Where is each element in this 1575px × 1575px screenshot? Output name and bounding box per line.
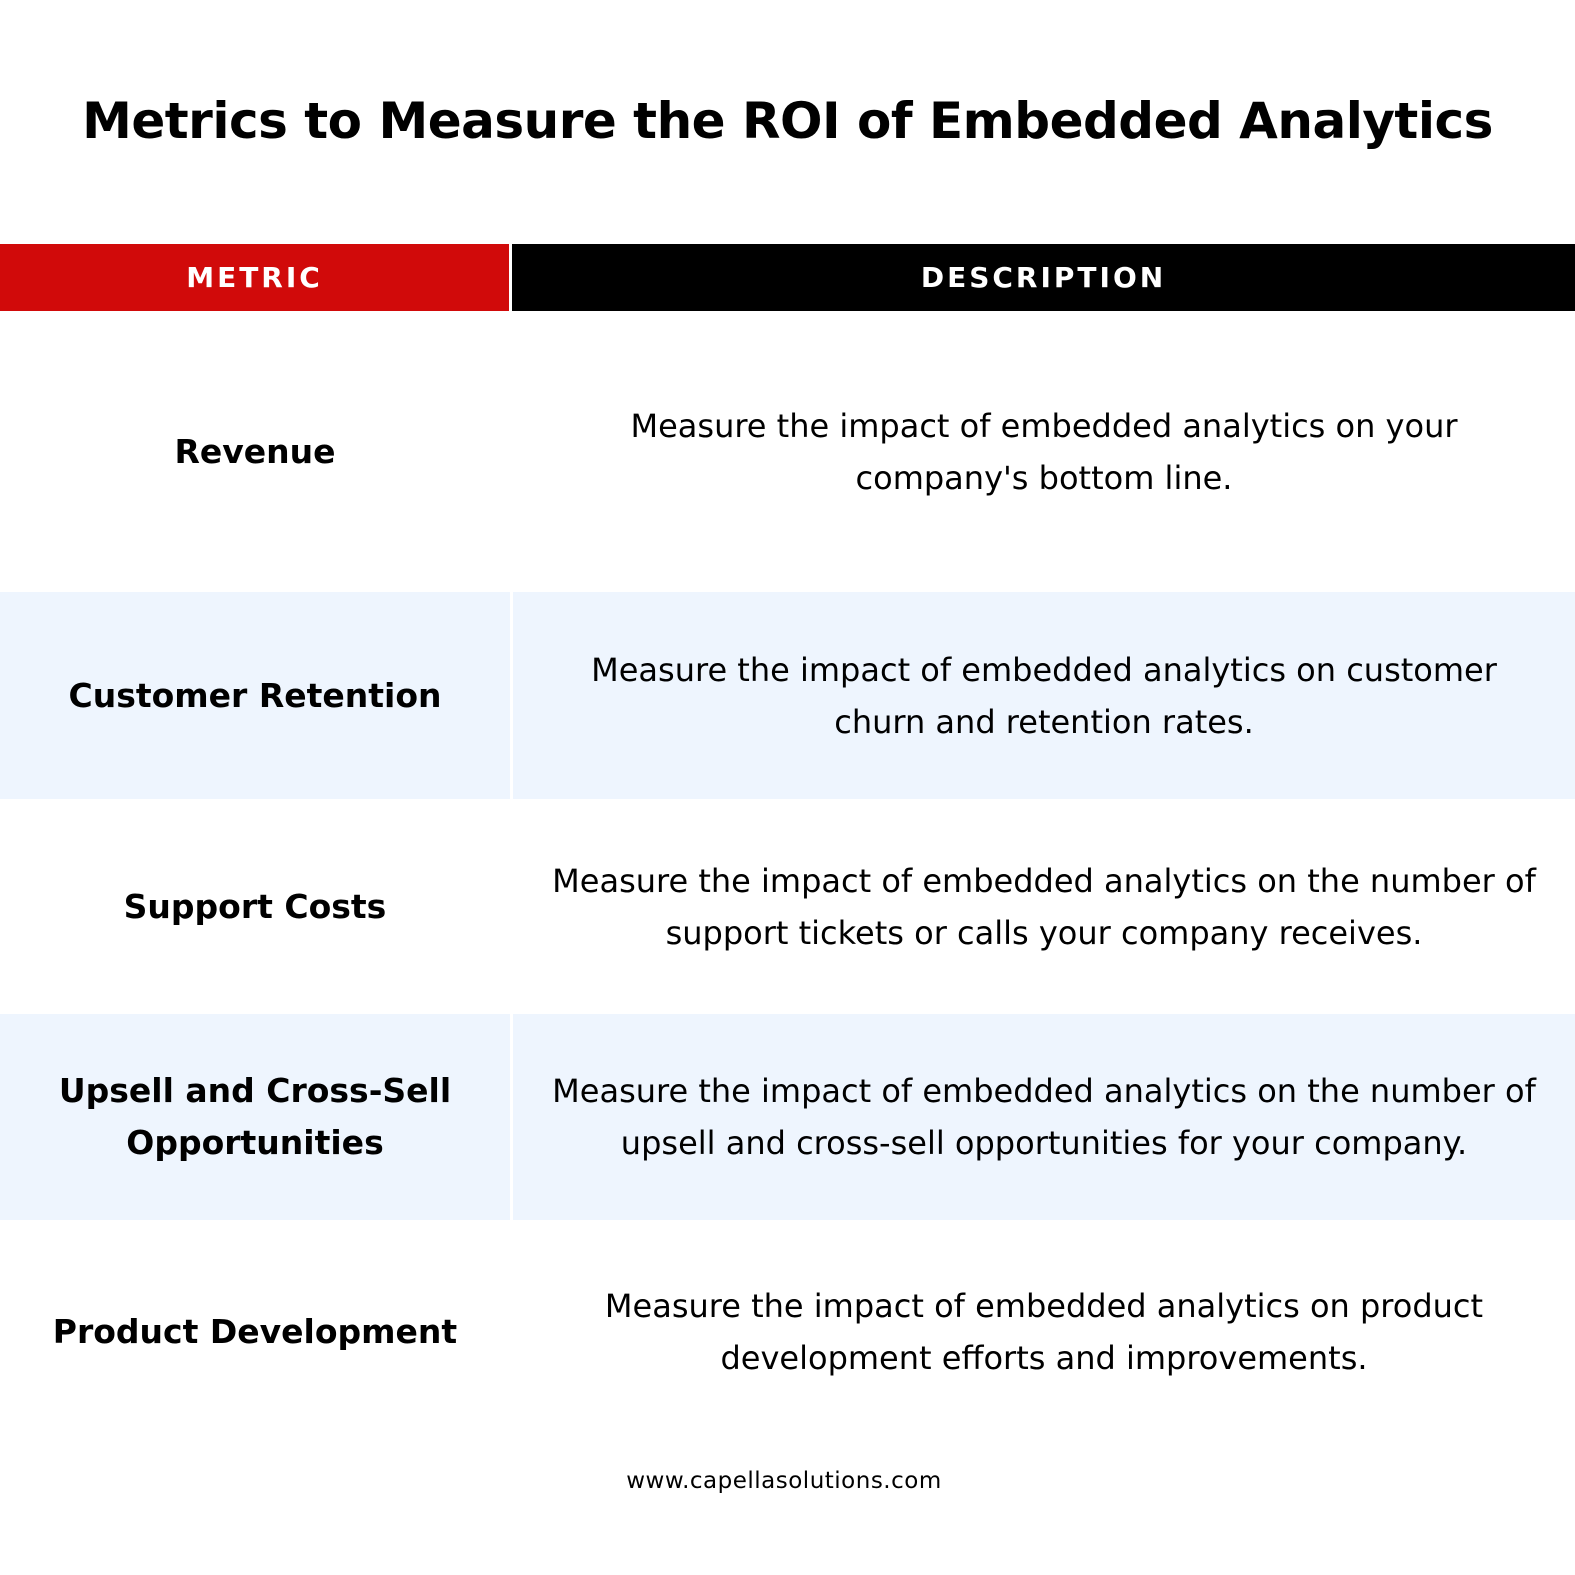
table-row: Upsell and Cross-Sell Opportunities Meas… [0,1014,1575,1220]
table-row: Support Costs Measure the impact of embe… [0,799,1575,1014]
metric-cell: Upsell and Cross-Sell Opportunities [0,1014,510,1220]
description-cell: Measure the impact of embedded analytics… [552,861,1536,952]
description-cell: Measure the impact of embedded analytics… [604,1286,1484,1377]
table-row: Product Development Measure the impact o… [0,1220,1575,1443]
metrics-table: METRIC DESCRIPTION Revenue Measure the i… [0,244,1575,1443]
table-header-row: METRIC DESCRIPTION [0,244,1575,311]
page-title: Metrics to Measure the ROI of Embedded A… [82,92,1493,150]
description-cell: Measure the impact of embedded analytics… [513,1014,1575,1220]
metric-cell: Customer Retention [0,592,510,799]
table-row: Revenue Measure the impact of embedded a… [0,311,1575,592]
metric-cell: Support Costs [123,886,387,926]
description-cell: Measure the impact of embedded analytics… [513,592,1575,799]
description-cell: Measure the impact of embedded analytics… [630,406,1458,497]
website-url[interactable]: www.capellasolutions.com [626,1468,942,1494]
metric-column-header: METRIC [0,244,510,311]
table-row: Customer Retention Measure the impact of… [0,592,1575,799]
description-column-header: DESCRIPTION [512,244,1575,311]
metric-cell: Revenue [174,431,336,471]
metric-cell: Product Development [52,1311,458,1351]
